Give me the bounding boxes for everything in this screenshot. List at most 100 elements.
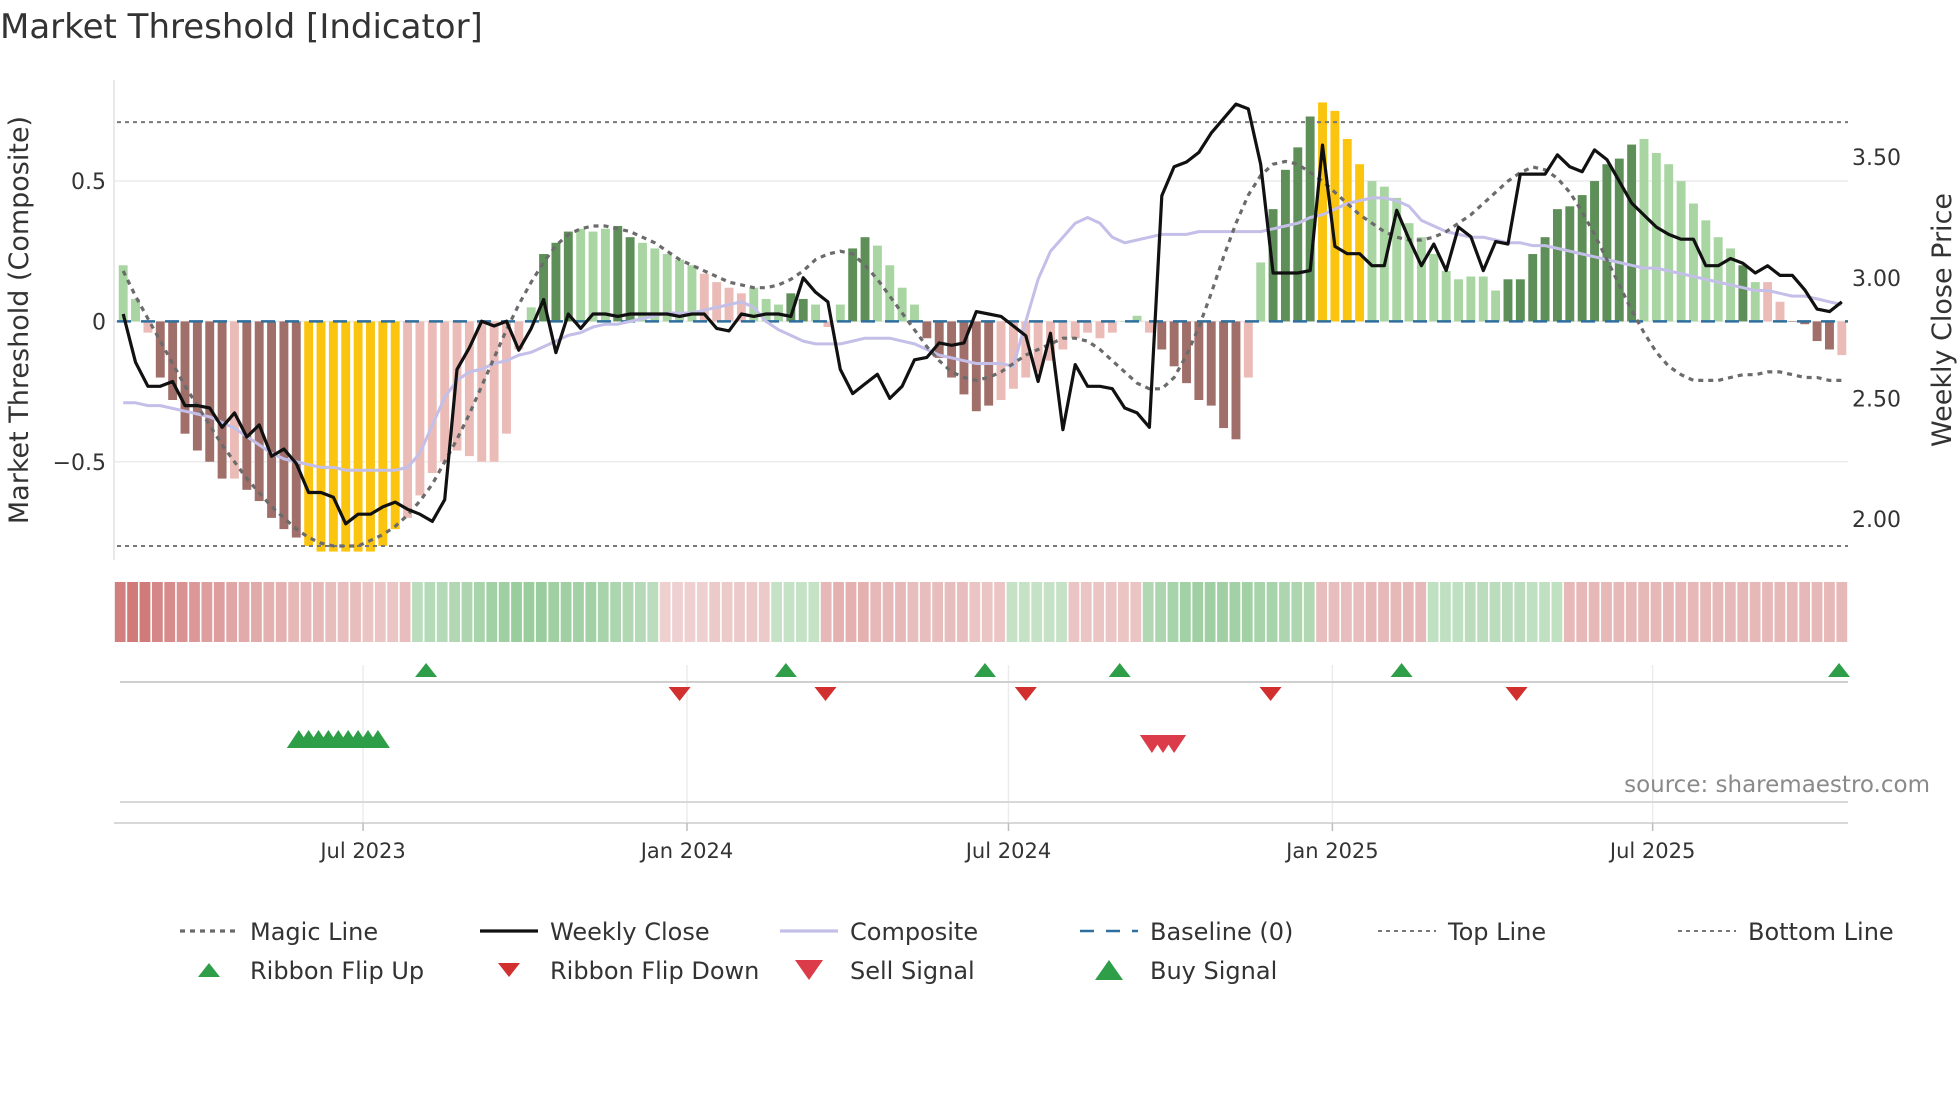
ribbon-cell [696,582,708,642]
ribbon-cell [1093,582,1105,642]
composite-bar [427,321,437,473]
ribbon-cell [758,582,770,642]
right-tick-label: 2.50 [1852,387,1901,412]
composite-bar [1713,237,1723,322]
ribbon-cell [1328,582,1340,642]
composite-bar [118,265,128,322]
ribbon-cell [151,582,163,642]
ribbon-cell [969,582,981,642]
composite-bar [1614,158,1624,322]
ribbon-cell [350,582,361,642]
composite-bar [502,321,511,434]
ribbon-cell [498,582,510,642]
ribbon-cell [1477,582,1489,642]
ribbon-flip-down-marker [1505,687,1528,701]
chart-title: Market Threshold [Indicator] [0,7,483,47]
composite-bar [1318,102,1327,322]
ribbon-cell [275,582,287,642]
composite-bar [600,228,610,322]
composite-bar [1144,321,1154,333]
composite-bar [736,293,746,322]
ribbon-cell [424,582,436,642]
ribbon-cell [1551,582,1563,642]
ribbon-cell [734,582,745,642]
ribbon-cell [1378,582,1389,642]
composite-bar [1825,321,1834,350]
ribbon-cell [820,582,832,642]
composite-bar [316,321,326,552]
legend-handle [1095,960,1123,980]
right-tick-label: 3.50 [1852,146,1901,171]
composite-bar [254,321,264,502]
left-tick-label: 0 [92,310,106,335]
x-tick-label: Jan 2025 [1284,839,1379,863]
ribbon-cell [114,582,126,642]
ribbon-cell [523,582,535,642]
composite-bar [1280,169,1290,322]
composite-bar [230,321,239,479]
composite-bar [217,321,227,479]
composite-bar [1083,321,1093,333]
x-tick-label: Jan 2024 [639,839,734,863]
ribbon-cell [1675,582,1687,642]
legend-item-top: Top Line [1378,918,1546,946]
ribbon-cell [721,582,733,642]
ribbon-cell [1365,582,1377,642]
ribbon-cell [1217,582,1228,642]
composite-bar [910,304,919,322]
ribbon-cell [300,582,312,642]
ribbon-flip-down-marker [814,687,837,701]
ribbon-cell [412,582,423,642]
right-tick-label: 2.00 [1852,508,1901,533]
ribbon-cell [1254,582,1266,642]
composite-bar [1750,282,1760,322]
ribbon-cell [709,582,721,642]
ribbon-cell [1526,582,1538,642]
composite-bar [1120,321,1130,322]
composite-bar [291,321,301,538]
composite-bar [1095,321,1105,339]
ribbon-cell [981,582,993,642]
ribbon-cell [882,582,894,642]
legend: Magic Line Weekly Close Composite Baseline … [180,918,1894,985]
composite-bar [1800,321,1810,325]
composite-bar [1676,181,1686,322]
composite-bar [625,237,635,322]
ribbon-cell [1427,582,1439,642]
ribbon-cell [535,582,547,642]
composite-bar [872,245,882,322]
ribbon-cell [1650,582,1662,642]
left-tick-label: −0.5 [53,451,106,476]
x-tick-label: Jul 2024 [964,839,1051,863]
legend-label: Composite [850,918,978,946]
ribbon-cell [635,582,646,642]
composite-bar [971,321,981,412]
ribbon-flip-down-marker [1259,687,1282,701]
legend-item-close: Weekly Close [480,918,710,946]
x-tick-label: Jul 2023 [318,839,405,863]
composite-bar [1775,301,1785,322]
buy-signal-marker [365,730,390,748]
composite-bar [1132,315,1142,322]
ribbon-cell [362,582,374,642]
legend-label: Ribbon Flip Down [550,957,759,985]
x-axis-ticks: Jul 2023 Jan 2024 Jul 2024 Jan 2025 Jul 2025 [318,823,1695,863]
composite-bar [353,321,363,552]
composite-bar [563,231,573,322]
legend-label: Baseline (0) [1150,918,1293,946]
ribbon-cell [325,582,337,642]
composite-bar [1231,321,1241,440]
ribbon-flip-down-marker [668,687,691,701]
composite-bar [1787,321,1797,322]
composite-bar [440,321,450,462]
ribbon-cell [1811,582,1823,642]
right-tick-label: 3.00 [1852,267,1901,292]
ribbon-cell [449,582,460,642]
composite-bar [1602,164,1612,322]
composite-bar [1416,237,1426,322]
ribbon-cell [461,582,473,642]
composite-bar [267,321,277,518]
legend-item-composite: Composite [780,918,978,946]
legend-label: Bottom Line [1748,918,1894,946]
ribbon-cell [1539,582,1550,642]
